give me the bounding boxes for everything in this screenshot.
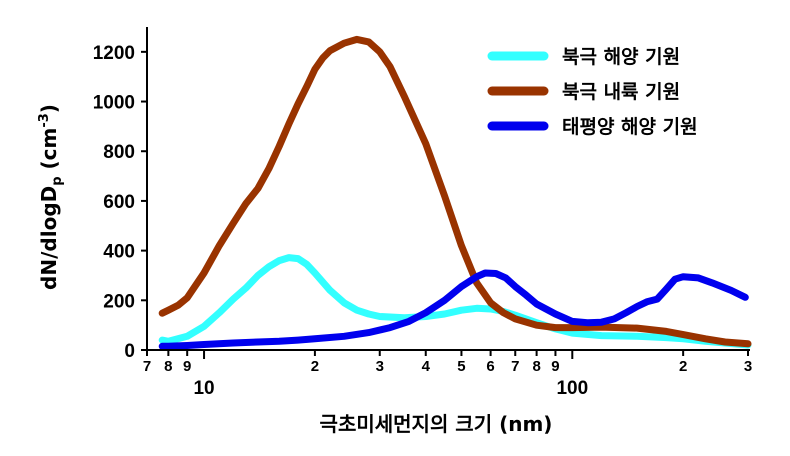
y-tick-label-600: 600	[103, 192, 135, 213]
x-tick-label-9: 7	[511, 358, 519, 375]
x-tick-label-6: 4	[422, 358, 431, 375]
y-tick-label-1200: 1200	[93, 43, 135, 64]
x-tick-label-7: 5	[457, 358, 465, 375]
legend-label-1: 북극 내륙 기원	[562, 81, 680, 103]
x-tick-label-13: 2	[679, 358, 687, 375]
series-line-1	[158, 35, 752, 348]
y-tick-label-0: 0	[124, 341, 135, 362]
series-line-0	[158, 254, 752, 349]
x-tick-label-11: 9	[551, 358, 559, 375]
x-tick-label-12: 100	[556, 378, 588, 399]
legend-label-0: 북극 해양 기원	[562, 46, 680, 68]
y-axis-title-subscript: p	[50, 176, 65, 185]
legend-label-2: 태평양 해양 기원	[562, 116, 698, 138]
x-tick-label-5: 3	[376, 358, 384, 375]
x-tick-label-3: 10	[193, 378, 214, 399]
x-axis-title: 극초미세먼지의 크기 (nm)	[320, 412, 553, 436]
y-axis-title-exponent: -3	[37, 113, 52, 127]
y-tick-label-1000: 1000	[93, 93, 135, 114]
series-layer	[158, 35, 752, 350]
y-tick-label-200: 200	[103, 291, 135, 312]
y-axis-title: dN/dlogDp (cm-3)	[37, 104, 65, 290]
x-tick-label-8: 6	[486, 358, 494, 375]
y-axis-title-close: )	[37, 104, 61, 113]
y-axis-title-unit: (cm	[37, 128, 61, 177]
x-tick-label-10: 8	[532, 358, 540, 375]
y-tick-label-400: 400	[103, 242, 135, 263]
y-axis-title-main: dN/dlogD	[37, 186, 61, 290]
x-tick-label-4: 2	[311, 358, 319, 375]
x-tick-label-14: 3	[744, 358, 752, 375]
series-line-2	[158, 269, 749, 350]
y-tick-label-800: 800	[103, 142, 135, 163]
x-tick-label-1: 8	[164, 358, 172, 375]
x-tick-label-2: 9	[183, 358, 191, 375]
x-tick-label-0: 7	[143, 358, 151, 375]
